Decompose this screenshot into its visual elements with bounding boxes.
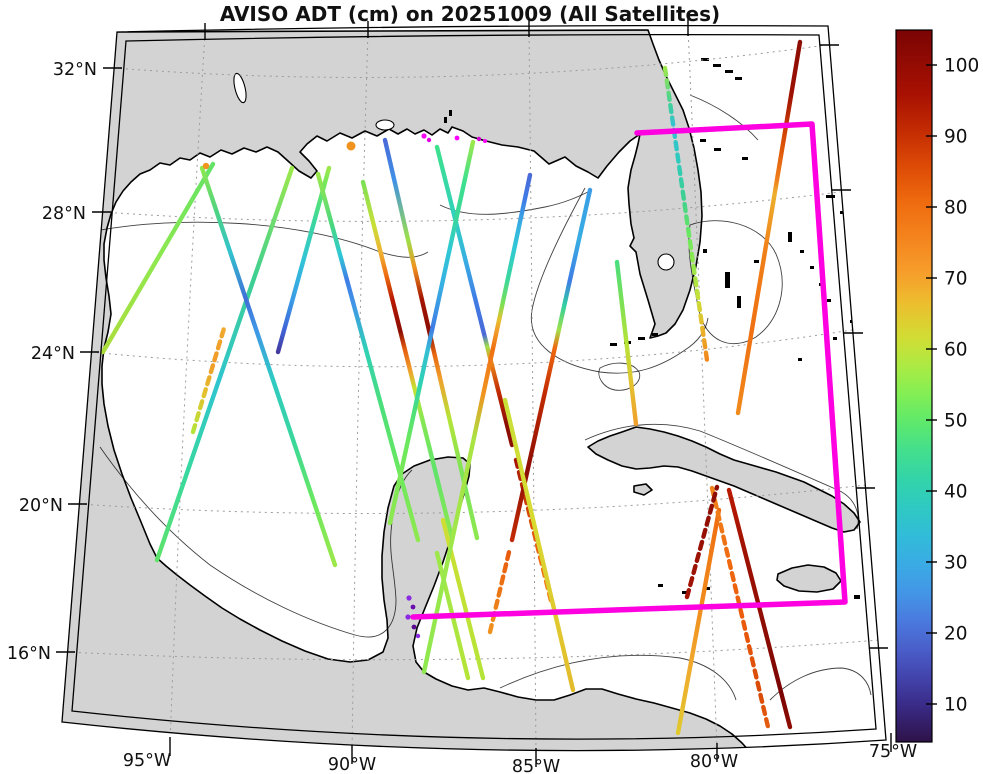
magenta-flag-dot bbox=[421, 133, 427, 139]
violet-flag-dot bbox=[410, 604, 416, 610]
satellite-track-efl-asc-dotted-tail bbox=[487, 549, 512, 635]
satellite-track-wcuba-desc bbox=[614, 259, 639, 427]
satellite-track-mid-navy-asc bbox=[275, 165, 332, 355]
colorbar-gradient bbox=[895, 29, 933, 743]
satellite-track-loop-eddy-desc-1 bbox=[360, 179, 455, 541]
bathymetry-contours bbox=[94, 94, 872, 701]
satellite-track-jam-darkred-desc bbox=[726, 487, 793, 730]
colorbar: 100 90 80 70 60 50 40 30 20 10 bbox=[895, 29, 979, 743]
orange-data-dot bbox=[346, 141, 356, 151]
colorbar-tick-label: 80 bbox=[944, 198, 968, 219]
violet-flag-dot bbox=[406, 595, 412, 601]
lon-tick-label: 90°W bbox=[328, 755, 376, 774]
violet-flag-dot bbox=[411, 624, 417, 630]
isla-juventud bbox=[633, 483, 653, 496]
satellite-track-wfl-shelf-desc bbox=[662, 65, 710, 363]
lon-gridline bbox=[351, 29, 369, 751]
satellite-track-scuba-orange-asc bbox=[675, 507, 722, 736]
magenta-flag-dot bbox=[426, 137, 432, 143]
lake-pontchartrain bbox=[375, 119, 395, 131]
colorbar-tick-label: 20 bbox=[944, 624, 968, 645]
lon-tick-label: 80°W bbox=[690, 752, 738, 772]
satellite-track-nw-short-asc bbox=[100, 161, 216, 355]
lat-gridline bbox=[102, 191, 841, 222]
satellite-track-la-desc bbox=[315, 171, 421, 543]
colorbar-tick-label: 40 bbox=[944, 482, 968, 503]
mainland-north-america bbox=[62, 29, 761, 751]
colorbar-tick-label: 30 bbox=[944, 553, 968, 574]
axis-tick-labels: 32°N 28°N 24°N 20°N 16°N 95°W 90°W 85°W 80°W 75°W bbox=[7, 60, 917, 774]
coastline-layer bbox=[62, 29, 872, 751]
study-region-box bbox=[410, 121, 848, 620]
lat-tick-label: 32°N bbox=[53, 60, 97, 80]
satellite-track-jam-darkred-asc-dashed bbox=[684, 484, 720, 600]
axis-ticks bbox=[56, 19, 892, 767]
colorbar-tick-label: 60 bbox=[944, 340, 968, 361]
satellite-track-cen-desc-main bbox=[434, 144, 515, 448]
colorbar-tick-label: 10 bbox=[944, 695, 968, 716]
satellite-track-w-long-asc bbox=[154, 165, 295, 563]
magenta-flag-dot bbox=[476, 136, 482, 142]
map-frame bbox=[61, 24, 887, 752]
altimetry-track-layer bbox=[100, 39, 803, 736]
satellite-track-w-orange-stub-asc bbox=[190, 322, 228, 435]
lat-tick-label: 28°N bbox=[42, 204, 86, 224]
satellite-track-scuba-orange-desc-dashed bbox=[709, 485, 771, 730]
colorbar-tick-label: 50 bbox=[944, 411, 968, 432]
satellite-track-nw-desc bbox=[199, 165, 338, 568]
lat-tick-label: 24°N bbox=[31, 344, 75, 364]
lon-tick-label: 75°W bbox=[869, 742, 917, 762]
lake-okeechobee bbox=[657, 253, 675, 271]
study-region-outline bbox=[410, 121, 848, 620]
violet-flag-dot bbox=[405, 614, 411, 620]
colorbar-tick-label: 70 bbox=[944, 269, 968, 290]
lat-gridline bbox=[90, 329, 853, 368]
lon-gridline bbox=[528, 28, 537, 751]
satellite-track-yuc-channel-asc bbox=[421, 172, 533, 675]
satellite-track-caymanbasin-desc-yellow bbox=[502, 397, 576, 693]
lat-tick-label: 20°N bbox=[19, 496, 63, 516]
magenta-flag-dot bbox=[454, 135, 460, 141]
colorbar-ticks: 100 90 80 70 60 50 40 30 20 10 bbox=[926, 56, 979, 716]
orange-data-dot bbox=[202, 162, 210, 170]
data-marker-layer bbox=[202, 133, 487, 639]
lon-gridline bbox=[687, 27, 718, 751]
lat-tick-label: 16°N bbox=[7, 644, 51, 664]
satellite-track-campeche-asc bbox=[387, 139, 476, 526]
lon-tick-label: 95°W bbox=[123, 751, 171, 771]
lon-tick-label: 85°W bbox=[512, 757, 560, 774]
colorbar-tick-label: 100 bbox=[944, 56, 979, 77]
lake-louisiana bbox=[233, 72, 247, 104]
satellite-track-atl-darkred-desc bbox=[735, 39, 803, 416]
plot-title: AVISO ADT (cm) on 20251009 (All Satellit… bbox=[220, 2, 720, 26]
jamaica bbox=[776, 564, 842, 593]
magenta-flag-dot bbox=[483, 139, 487, 143]
violet-flag-dot bbox=[415, 633, 421, 639]
cuba bbox=[587, 426, 861, 533]
colorbar-tick-label: 90 bbox=[944, 127, 968, 148]
